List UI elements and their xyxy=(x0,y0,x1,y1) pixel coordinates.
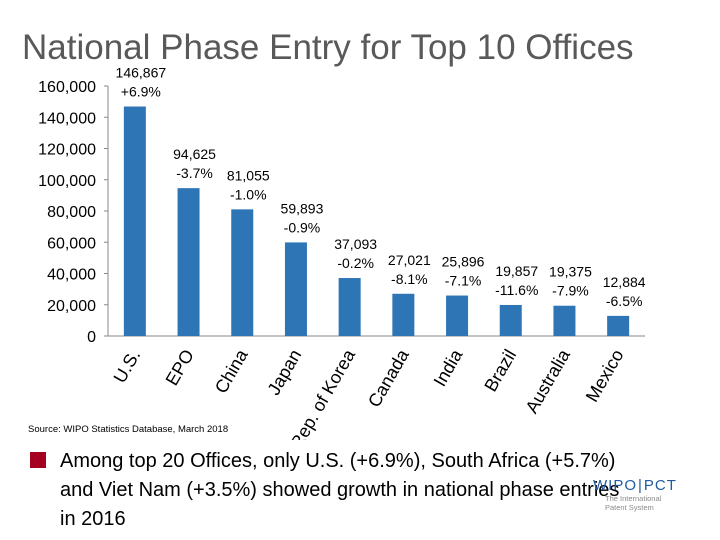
y-tick-label: 140,000 xyxy=(38,110,96,127)
y-tick-label: 80,000 xyxy=(47,204,96,221)
y-tick-label: 0 xyxy=(87,329,96,346)
x-category-label: Mexico xyxy=(582,346,628,405)
x-category-label: Brazil xyxy=(480,346,520,395)
bar xyxy=(553,305,576,336)
bar-value-label: 146,867 xyxy=(116,65,167,81)
bar-growth-label: -8.1% xyxy=(391,271,428,287)
bars-group xyxy=(123,106,630,336)
x-category-label: China xyxy=(211,345,252,397)
bar xyxy=(607,315,630,336)
bar-value-label: 12,884 xyxy=(603,274,646,290)
y-tick-label: 60,000 xyxy=(47,235,96,252)
bullet-square-icon xyxy=(30,452,46,468)
bar-value-label: 94,625 xyxy=(173,146,216,162)
bar-value-label: 37,093 xyxy=(334,236,377,252)
y-tick-label: 40,000 xyxy=(47,267,96,284)
bar-growth-label: -6.5% xyxy=(606,293,643,309)
bar-growth-label: -1.0% xyxy=(230,186,267,202)
x-category-label: India xyxy=(430,345,467,390)
bar xyxy=(284,242,307,336)
bar xyxy=(177,188,200,336)
logo-wipo-text: WIPO xyxy=(593,477,637,494)
bar-growth-label: -0.2% xyxy=(337,255,374,271)
bar-value-label: 19,857 xyxy=(495,263,538,279)
bar xyxy=(231,209,254,336)
bar-value-label: 25,896 xyxy=(442,254,485,270)
logo-tagline-line2: Patent System xyxy=(605,503,654,512)
x-category-label: U.S. xyxy=(109,346,144,386)
bar-growth-label: +6.9% xyxy=(121,84,161,100)
x-category-label: Japan xyxy=(264,346,306,398)
logo-tagline-line1: The International xyxy=(605,494,662,503)
bar-value-label: 19,375 xyxy=(549,264,592,280)
bar-growth-label: -3.7% xyxy=(176,165,213,181)
x-category-label: Australia xyxy=(522,345,575,417)
slide-title: National Phase Entry for Top 10 Offices xyxy=(22,28,634,67)
bar-value-label: 81,055 xyxy=(227,167,270,183)
bar xyxy=(446,295,469,336)
y-tick-label: 100,000 xyxy=(38,173,96,190)
bar-growth-label: -11.6% xyxy=(495,282,538,298)
bar-value-label: 27,021 xyxy=(388,252,431,268)
logo-pct-text: PCT xyxy=(643,477,677,494)
y-tick-label: 120,000 xyxy=(38,142,96,159)
logo-separator: | xyxy=(638,477,643,494)
y-axis-ticks: 0 20,000 40,000 60,000 80,000 100,000 120,000 1… xyxy=(38,79,108,346)
bar xyxy=(123,106,146,336)
bullet-text: Among top 20 Offices, only U.S. (+6.9%),… xyxy=(60,450,620,530)
bar-growth-label: -7.1% xyxy=(445,273,482,289)
y-tick-label: 160,000 xyxy=(38,79,96,96)
bar xyxy=(338,278,361,336)
y-tick-label: 20,000 xyxy=(47,298,96,315)
bar-value-label: 59,893 xyxy=(281,200,324,216)
bar xyxy=(499,304,522,336)
bar xyxy=(392,293,415,336)
wipo-pct-logo: WIPO|PCT The International Patent System xyxy=(593,478,693,513)
x-category-label: EPO xyxy=(162,346,198,389)
x-category-label: Canada xyxy=(364,345,413,410)
source-note: Source: WIPO Statistics Database, March … xyxy=(28,424,229,435)
bar-growth-label: -7.9% xyxy=(552,283,589,299)
bar-growth-label: -0.9% xyxy=(284,219,321,235)
logo-wordmark: WIPO|PCT xyxy=(593,478,693,494)
data-labels-group: 146,867 +6.9% 94,625 -3.7% 81,055 -1.0% 59,893… xyxy=(116,65,646,309)
bar-chart: 0 20,000 40,000 60,000 80,000 100,000 120,000 1… xyxy=(38,65,646,440)
